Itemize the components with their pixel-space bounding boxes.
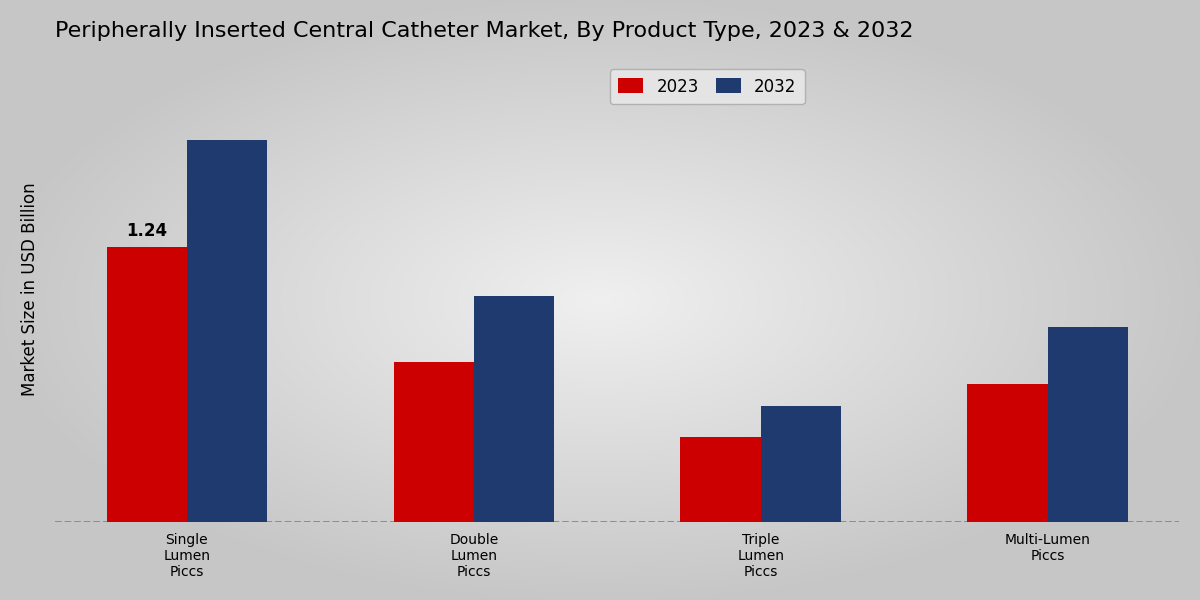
Legend: 2023, 2032: 2023, 2032 (610, 69, 805, 104)
Bar (474, 296, 554, 521)
Bar (967, 384, 1048, 521)
Y-axis label: Market Size in USD Billion: Market Size in USD Billion (20, 182, 38, 396)
Bar (187, 140, 268, 521)
Text: 1.24: 1.24 (126, 222, 167, 240)
Text: Peripherally Inserted Central Catheter Market, By Product Type, 2023 & 2032: Peripherally Inserted Central Catheter M… (55, 21, 914, 41)
Bar (680, 437, 761, 521)
Bar (761, 406, 841, 521)
Bar (107, 247, 187, 521)
Bar (394, 362, 474, 521)
Bar (1048, 326, 1128, 521)
